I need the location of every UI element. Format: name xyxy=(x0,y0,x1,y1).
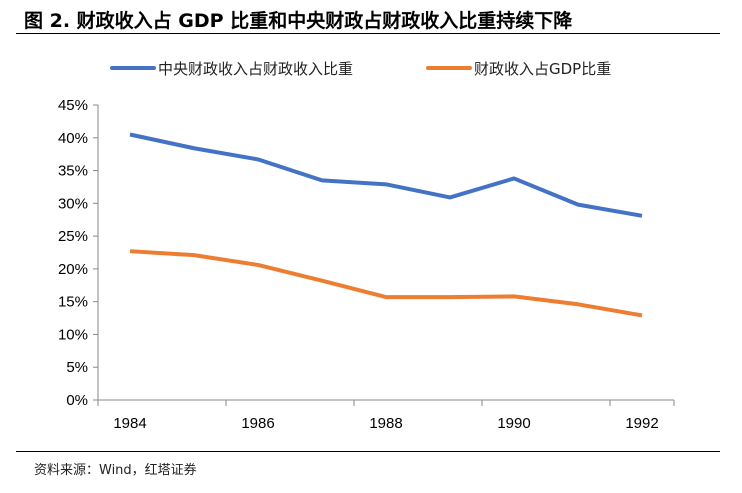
y-tick-label: 40% xyxy=(58,130,88,147)
y-tick-label: 25% xyxy=(58,228,88,245)
y-tick-label: 35% xyxy=(58,163,88,180)
y-tick-label: 20% xyxy=(58,261,88,278)
title-divider xyxy=(16,33,720,34)
chart-title: 图 2. 财政收入占 GDP 比重和中央财政占财政收入比重持续下降 xyxy=(24,10,573,32)
x-tick-label: 1992 xyxy=(625,415,658,432)
source-note: 资料来源：Wind，红塔证券 xyxy=(34,463,197,478)
y-tick-label: 10% xyxy=(58,326,88,343)
source-divider xyxy=(16,451,720,452)
y-tick-label: 5% xyxy=(66,359,88,376)
y-tick-label: 15% xyxy=(58,294,88,311)
series-line-0 xyxy=(129,132,643,218)
y-tick-label: 0% xyxy=(66,392,88,409)
legend-label: 中央财政收入占财政收入比重 xyxy=(158,60,353,78)
x-tick-label: 1988 xyxy=(369,415,402,432)
series-line-1 xyxy=(129,249,643,318)
y-tick-label: 30% xyxy=(58,195,88,212)
legend-label: 财政收入占GDP比重 xyxy=(474,60,611,78)
x-tick-label: 1990 xyxy=(497,415,530,432)
y-tick-label: 45% xyxy=(58,97,88,114)
x-tick-label: 1984 xyxy=(113,415,146,432)
x-tick-label: 1986 xyxy=(241,415,274,432)
